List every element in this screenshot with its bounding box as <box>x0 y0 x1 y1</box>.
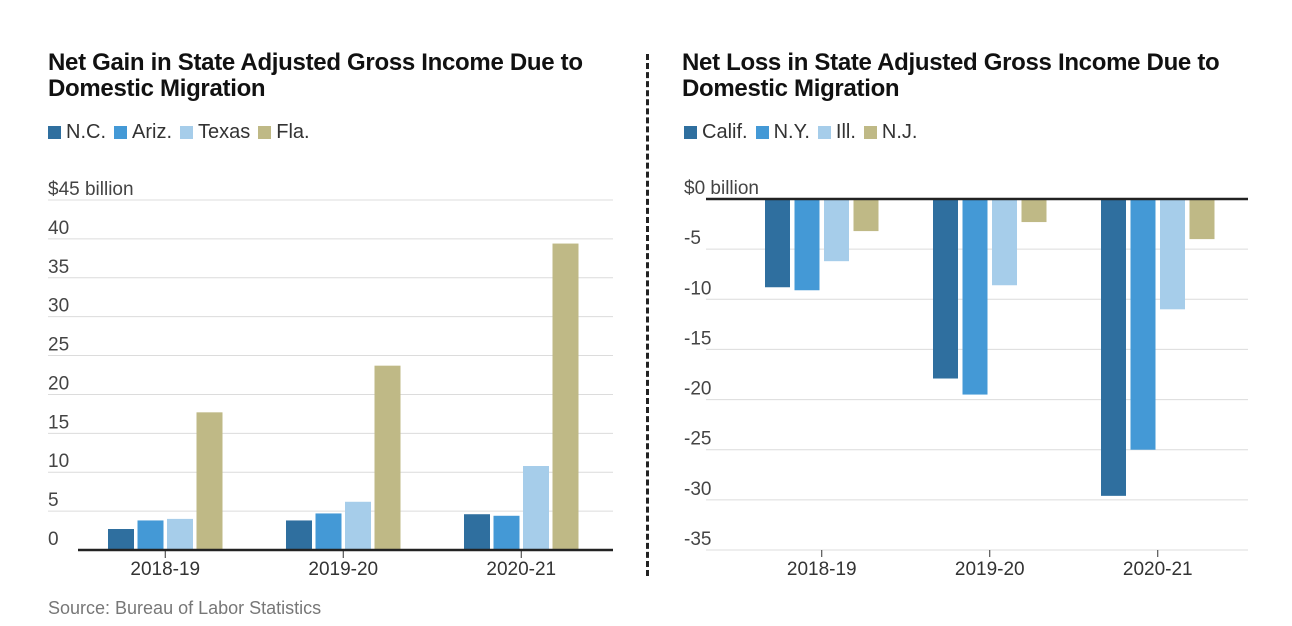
legend-item: Texas <box>180 121 250 144</box>
legend-item: Calif. <box>684 121 748 144</box>
bar-calif <box>933 199 958 379</box>
bar-ill <box>824 199 849 262</box>
bar-nj <box>1189 199 1215 240</box>
y-tick-label: 40 <box>48 218 69 239</box>
legend-label: N.C. <box>66 121 106 143</box>
gain-chart-plot: 0 5 10 15 20 25 30 35 40 $45 billion 2018-19 2019-2… <box>48 179 613 580</box>
x-tick-label: 2020-21 <box>1123 559 1193 580</box>
bar-fla <box>196 412 223 550</box>
x-tick-label: 2018-19 <box>130 559 200 580</box>
legend-swatch <box>180 126 193 139</box>
legend-swatch <box>684 126 697 139</box>
bar-ariz <box>315 513 342 550</box>
bar-ariz <box>493 515 520 550</box>
x-tick-label: 2018-19 <box>787 559 857 580</box>
y-tick-label: 20 <box>48 373 69 394</box>
legend-swatch <box>114 126 127 139</box>
source-note: Source: Bureau of Labor Statistics <box>48 598 322 618</box>
loss-chart-legend: Calif. N.Y. Ill. N.J. <box>684 121 925 144</box>
bar-ill <box>1160 199 1185 310</box>
legend-swatch <box>755 126 769 139</box>
legend-label: Calif. <box>702 121 748 143</box>
legend-item: N.J. <box>863 121 918 144</box>
legend-label: N.J. <box>881 121 918 143</box>
bar-texas <box>345 501 371 550</box>
y-tick-label: 0 <box>48 529 59 550</box>
y-tick-label: -5 <box>684 228 701 249</box>
bar-nc <box>108 529 134 550</box>
bar-texas <box>523 466 549 550</box>
y-tick-label: -30 <box>684 479 711 500</box>
legend-label: Texas <box>198 121 251 143</box>
y-tick-label: -10 <box>684 278 711 299</box>
loss-chart-plot: $0 billion -5 -10 -15 -20 -25 -30 -35 2018-19 201… <box>684 178 1248 580</box>
bar-ariz <box>137 520 164 550</box>
legend-swatch <box>817 126 831 139</box>
bar-calif <box>1101 199 1126 496</box>
legend-item: N.Y. <box>755 121 810 144</box>
bar-fla <box>552 243 579 551</box>
bar-nc <box>286 520 312 550</box>
legend-label: Ariz. <box>132 121 172 143</box>
y-tick-label: 35 <box>48 257 69 278</box>
bar-nj <box>1021 199 1047 223</box>
x-tick-label: 2019-20 <box>308 559 378 580</box>
bar-ny <box>962 199 988 395</box>
legend-label: N.Y. <box>773 121 810 143</box>
y-tick-label: 25 <box>48 335 69 356</box>
y-tick-label: -15 <box>684 328 711 349</box>
y-tick-label: 10 <box>48 451 69 472</box>
legend-label: Fla. <box>276 121 310 143</box>
bar-calif <box>765 199 790 288</box>
y-tick-label: -20 <box>684 379 711 400</box>
legend-label: Ill. <box>835 121 856 143</box>
legend-item: Ariz. <box>114 121 172 144</box>
bar-ny <box>1130 199 1156 450</box>
legend-swatch <box>48 126 61 139</box>
legend-item: Ill. <box>817 121 856 144</box>
y-tick-label: 15 <box>48 412 69 433</box>
bar-nj <box>853 199 879 232</box>
legend-swatch <box>863 126 877 139</box>
x-tick-label: 2020-21 <box>486 559 556 580</box>
y-tick-label: 5 <box>48 490 59 511</box>
y-tick-label: $0 billion <box>684 178 759 199</box>
gain-chart-title: Net Gain in State Adjusted Gross Income … <box>48 49 583 102</box>
y-tick-label: 30 <box>48 296 69 317</box>
bar-texas <box>167 518 193 550</box>
bar-ill <box>992 199 1017 286</box>
bar-ny <box>794 199 820 291</box>
bar-fla <box>374 365 401 550</box>
y-tick-label: -25 <box>684 429 711 450</box>
bar-nc <box>464 514 490 550</box>
gain-chart-legend: N.C. Ariz. Texas Fla. <box>48 121 318 144</box>
legend-swatch <box>258 126 272 139</box>
x-tick-label: 2019-20 <box>955 559 1025 580</box>
gain-chart-panel: Net Gain in State Adjusted Gross Income … <box>0 0 640 590</box>
y-tick-label: $45 billion <box>48 179 134 200</box>
legend-item: Fla. <box>258 121 310 144</box>
loss-chart-panel: Net Loss in State Adjusted Gross Income … <box>650 0 1292 590</box>
chart-divider <box>646 54 649 576</box>
loss-chart-title: Net Loss in State Adjusted Gross Income … <box>682 49 1220 102</box>
y-tick-label: -35 <box>684 529 711 550</box>
legend-item: N.C. <box>48 121 106 144</box>
